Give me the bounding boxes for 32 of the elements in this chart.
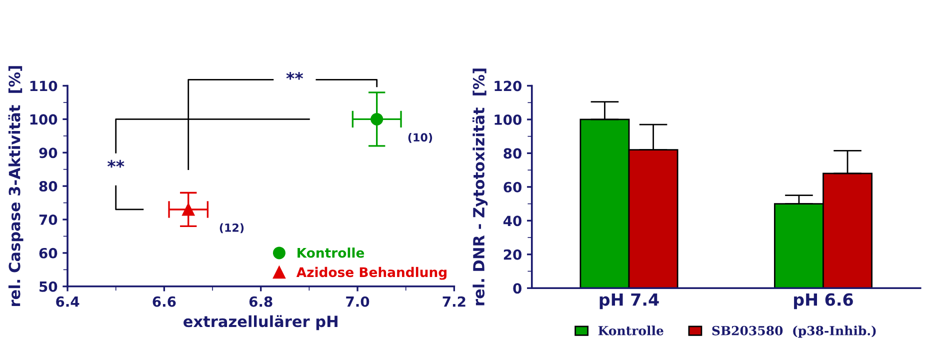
- x-tick-label: 6.6: [152, 296, 176, 307]
- x-tick-label: pH 7.4: [600, 293, 659, 310]
- text: **: [286, 72, 304, 80]
- y-axis-title: rel. DNR - Zytotoxizität [%]: [472, 68, 488, 306]
- y-tick-label: 100: [30, 114, 58, 125]
- y-tick-label: 80: [39, 181, 58, 192]
- y-tick-label: 0: [513, 283, 522, 294]
- y-tick-label: 70: [39, 214, 58, 225]
- x-axis-title: extrazellulärer pH: [184, 315, 338, 330]
- y-tick-label: 110: [30, 80, 58, 92]
- legend-label: Azidose Behandlung: [296, 266, 446, 280]
- x-tick-label: 7.2: [442, 296, 466, 307]
- y-axis-title: rel. Caspase 3-Aktivität [%]: [8, 66, 24, 306]
- x-tick-label: 7.0: [346, 296, 370, 307]
- annotation: (10): [408, 132, 432, 143]
- y-tick-label: 80: [504, 148, 522, 159]
- y-tick-label: 40: [503, 216, 522, 226]
- y-tick-label: 50: [40, 281, 58, 292]
- y-tick-label: 120: [494, 80, 522, 92]
- legend-label: Kontrolle: [598, 326, 664, 336]
- y-tick-label: 100: [494, 114, 522, 125]
- annotation: **: [107, 160, 124, 168]
- y-tick-label: 60: [39, 248, 58, 258]
- x-tick-label: 6.4: [56, 296, 80, 307]
- legend-label: SB203580 (p38-Inhib.): [712, 326, 876, 338]
- x-tick-label: pH 6.6: [794, 293, 853, 310]
- y-tick-label: 20: [504, 249, 522, 260]
- legend-label: Kontrolle: [298, 248, 364, 258]
- y-tick-label: 90: [39, 148, 58, 158]
- y-tick-label: 60: [504, 182, 522, 192]
- annotation: (12): [220, 223, 244, 234]
- x-tick-label: 6.8: [249, 296, 272, 307]
